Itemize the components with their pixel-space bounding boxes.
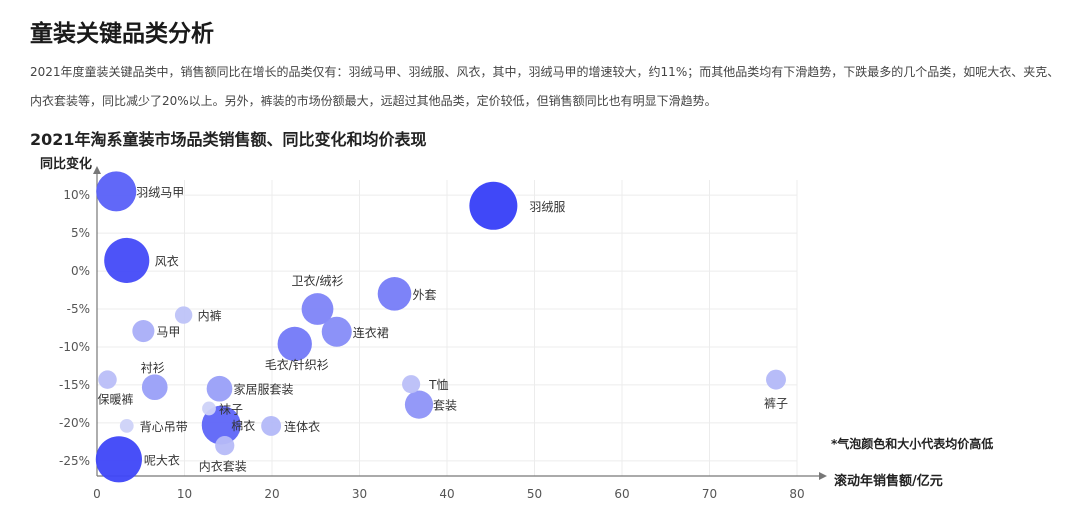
bubble-label: 袜子 bbox=[219, 402, 243, 416]
chart-note: *气泡颜色和大小代表均价高低 bbox=[831, 436, 993, 451]
y-tick-label: -5% bbox=[67, 302, 90, 316]
bubble bbox=[301, 293, 334, 325]
x-tick-label: 60 bbox=[614, 487, 629, 501]
x-tick-label: 0 bbox=[93, 487, 101, 501]
bubble bbox=[766, 369, 786, 390]
x-tick-label: 40 bbox=[439, 487, 454, 501]
bubble bbox=[261, 415, 282, 436]
bubble bbox=[96, 171, 137, 212]
y-tick-label: -20% bbox=[59, 416, 90, 430]
bubble bbox=[404, 390, 434, 419]
bubble-label: 保暖裤 bbox=[98, 393, 134, 407]
bubble-label: 内衣套装 bbox=[199, 459, 247, 474]
bubble-label: 马甲 bbox=[156, 325, 180, 339]
x-tick-label: 10 bbox=[177, 487, 192, 501]
bubble-label: 毛衣/针织衫 bbox=[265, 357, 329, 372]
bubble-label: 连衣裙 bbox=[353, 325, 389, 340]
bubble bbox=[104, 237, 150, 284]
bubble-label: 呢大衣 bbox=[144, 452, 180, 467]
bubble-label: 卫衣/绒衫 bbox=[291, 273, 343, 288]
bubbles bbox=[95, 171, 786, 483]
bubble-label: 家居服套装 bbox=[234, 382, 294, 397]
bubble bbox=[206, 375, 233, 402]
bubble bbox=[469, 181, 518, 230]
y-axis-arrow bbox=[93, 166, 101, 174]
y-tick-label: -25% bbox=[59, 454, 90, 468]
bubble bbox=[132, 319, 155, 343]
bubble bbox=[377, 277, 412, 311]
bubble bbox=[141, 374, 168, 401]
bubble bbox=[215, 436, 235, 456]
summary-paragraph: 2021年度童装关键品类中，销售额同比在增长的品类仅有：羽绒马甲、羽绒服、风衣，… bbox=[30, 65, 1060, 108]
x-tick-label: 30 bbox=[352, 487, 367, 501]
bubble bbox=[277, 326, 312, 362]
y-axis-title: 同比变化 bbox=[40, 156, 92, 172]
x-axis-arrow bbox=[819, 472, 827, 480]
bubble bbox=[201, 405, 241, 445]
y-tick-label: 5% bbox=[71, 226, 90, 240]
grid-lines bbox=[97, 180, 798, 476]
x-tick-label: 70 bbox=[702, 487, 717, 501]
bubble-label: 套装 bbox=[433, 399, 457, 413]
bubble-label: 风衣 bbox=[155, 253, 179, 268]
chart-title: 2021年淘系童装市场品类销售额、同比变化和均价表现 bbox=[30, 130, 427, 149]
x-tick-label: 50 bbox=[527, 487, 542, 501]
bubble bbox=[119, 419, 134, 433]
x-tick-label: 20 bbox=[264, 487, 279, 501]
x-axis-title: 滚动年销售额/亿元 bbox=[834, 473, 943, 489]
bubble bbox=[321, 316, 352, 347]
y-tick-label: 0% bbox=[71, 264, 90, 278]
bubble-label: 背心吊带 bbox=[140, 420, 188, 434]
bubble-label: 连体衣 bbox=[284, 419, 320, 434]
bubble bbox=[202, 401, 216, 416]
bubble bbox=[174, 306, 193, 324]
y-tick-label: 10% bbox=[63, 188, 90, 202]
bubble-chart: 0 10 20 30 40 50 60 70 80 10% 5% 0% -5% -10% -15% -20% -… bbox=[40, 156, 993, 501]
bubble-label: 衬衫 bbox=[141, 361, 165, 375]
bubble-label: 棉衣 bbox=[231, 418, 255, 433]
bubble bbox=[402, 375, 421, 394]
page-title: 童装关键品类分析 bbox=[30, 21, 214, 47]
bubble-label: 羽绒马甲 bbox=[136, 185, 184, 199]
y-tick-label: -15% bbox=[59, 378, 90, 392]
bubble bbox=[98, 370, 117, 389]
bubble bbox=[95, 436, 142, 483]
y-tick-label: -10% bbox=[59, 340, 90, 354]
axes: 0 10 20 30 40 50 60 70 80 10% 5% 0% -5% -10% -15% -20% -… bbox=[59, 166, 827, 501]
bubble-label: 内裤 bbox=[198, 309, 222, 323]
x-tick-label: 80 bbox=[789, 487, 804, 501]
bubble-label: 裤子 bbox=[764, 397, 788, 411]
bubble-label: 羽绒服 bbox=[529, 200, 565, 214]
bubble-label: 外套 bbox=[413, 288, 437, 302]
bubble-label: T恤 bbox=[428, 378, 448, 392]
